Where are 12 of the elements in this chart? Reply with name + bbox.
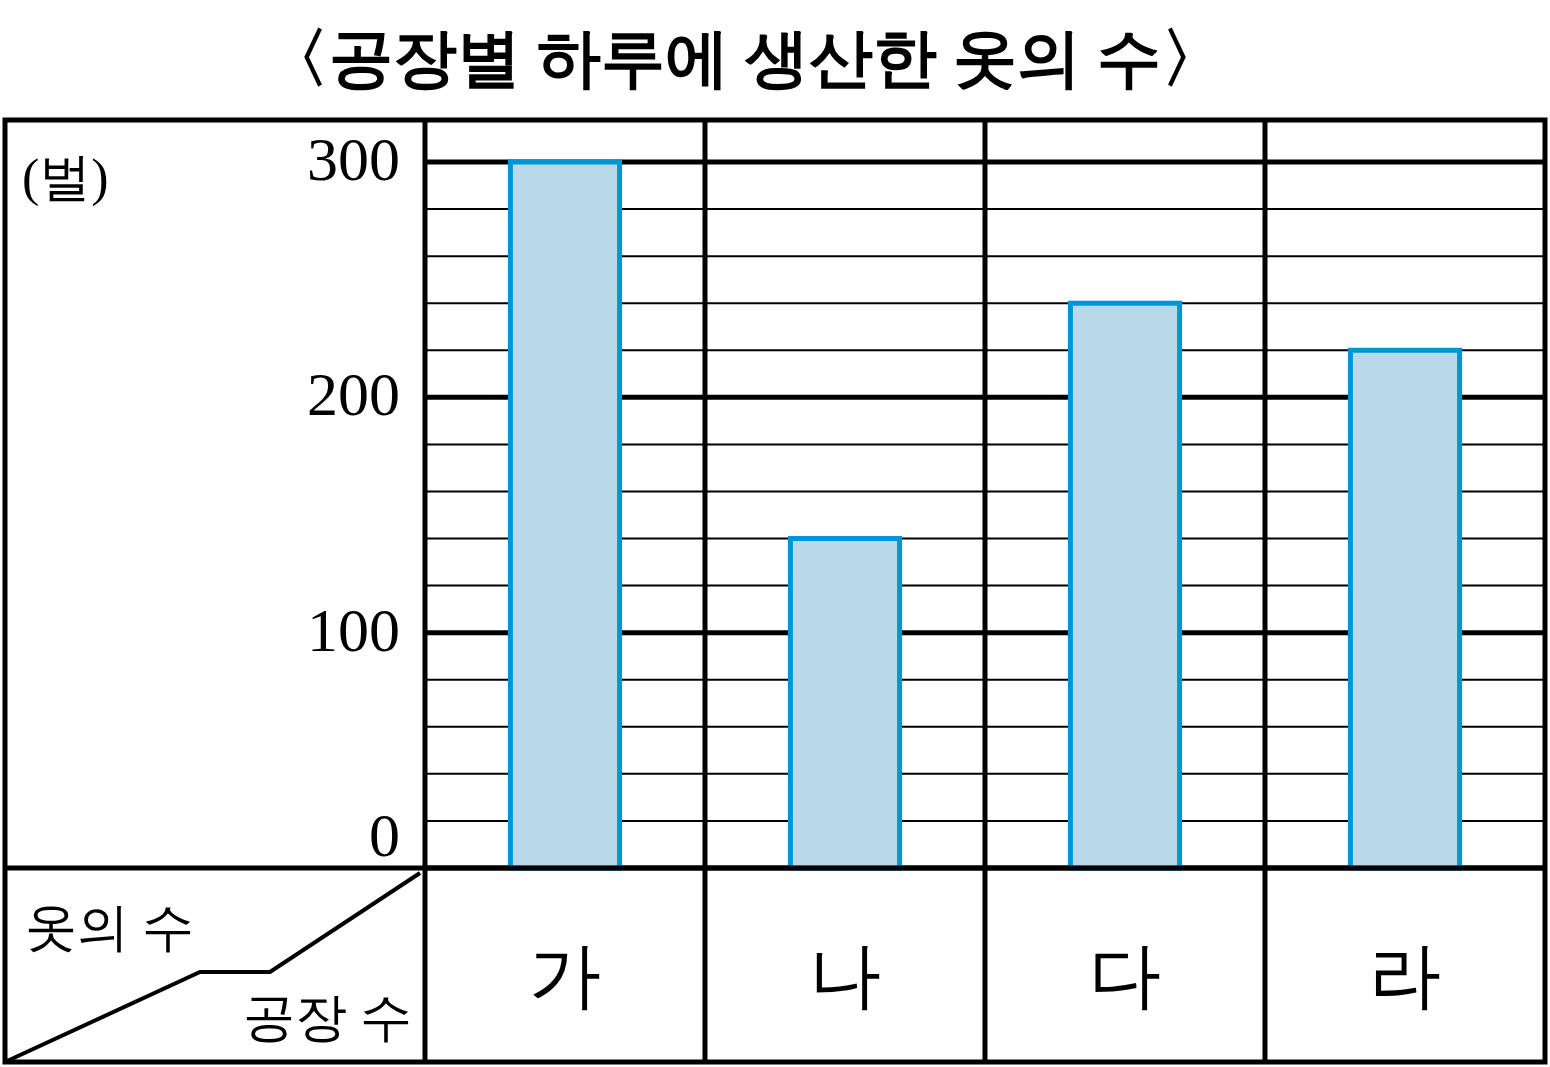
x-tick-label: 가	[529, 936, 601, 1016]
y-axis-title: 옷의 수	[25, 899, 194, 956]
y-tick-label: 0	[369, 801, 400, 869]
chart-title: 〈공장별 하루에 생산한 옷의 수〉	[265, 23, 1225, 94]
x-tick-label: 다	[1089, 936, 1161, 1016]
y-tick-label: 200	[307, 360, 400, 429]
text: (벌)	[22, 149, 109, 207]
x-tick-label: 나	[809, 936, 881, 1016]
x-tick-label: 라	[1369, 936, 1441, 1016]
y-tick-label: 100	[307, 595, 400, 664]
y-tick-label: 300	[307, 125, 400, 193]
x-axis-title: 공장 수	[243, 989, 412, 1046]
